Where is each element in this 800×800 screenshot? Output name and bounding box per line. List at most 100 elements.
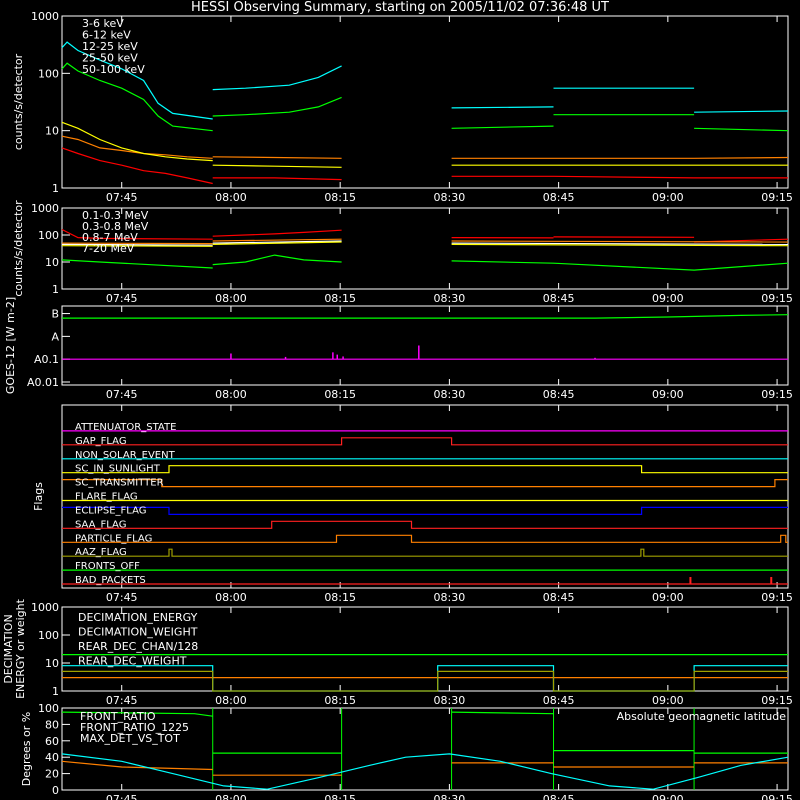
series-line bbox=[62, 670, 788, 692]
flag-label: ECLIPSE_FLAG bbox=[75, 505, 146, 516]
x-tick-label: 09:15 bbox=[761, 694, 793, 707]
panel-3-frame bbox=[61, 404, 789, 589]
y-tick-label: 100 bbox=[38, 67, 59, 80]
y-tick-label: 60 bbox=[45, 735, 59, 748]
y-tick-label: 1 bbox=[52, 182, 59, 195]
x-tick-label: 08:30 bbox=[434, 388, 466, 401]
series-line bbox=[451, 711, 554, 715]
x-tick-label: 08:15 bbox=[324, 292, 356, 305]
legend-entry: 7-20 MeV bbox=[82, 242, 135, 255]
x-tick-label: 09:15 bbox=[761, 591, 793, 604]
y-tick-label: A0.1 bbox=[34, 353, 59, 366]
x-tick-label: 09:15 bbox=[761, 191, 793, 204]
series-line bbox=[61, 41, 213, 120]
series-line bbox=[694, 110, 789, 113]
series-line bbox=[451, 242, 789, 245]
series-line bbox=[451, 125, 554, 129]
y-tick-label: A bbox=[51, 330, 59, 343]
flag-label: SC_IN_SUNLIGHT bbox=[75, 464, 161, 475]
series-line bbox=[694, 127, 789, 132]
x-tick-label: 08:45 bbox=[543, 591, 575, 604]
series-line bbox=[212, 177, 342, 181]
x-tick-label: 08:00 bbox=[215, 292, 247, 305]
x-tick-label: 08:30 bbox=[434, 591, 466, 604]
x-tick-label: 09:00 bbox=[652, 793, 684, 800]
legend-entry: MAX_DET_VS_TOT bbox=[80, 732, 180, 745]
flag-line bbox=[62, 520, 788, 529]
x-tick-label: 08:00 bbox=[215, 191, 247, 204]
x-tick-label: 08:30 bbox=[434, 292, 466, 305]
series-line bbox=[212, 164, 342, 168]
panel-0-frame bbox=[61, 15, 789, 189]
series-line bbox=[61, 62, 213, 132]
legend-entry: 6-12 keV bbox=[82, 29, 131, 42]
y-tick-label: 100 bbox=[38, 629, 59, 642]
x-tick-label: 08:45 bbox=[543, 694, 575, 707]
y-tick-label: 100 bbox=[38, 702, 59, 715]
y-axis-label: GOES-12 [W m-2] bbox=[4, 297, 17, 394]
series-line bbox=[61, 753, 789, 790]
x-tick-label: 09:15 bbox=[761, 793, 793, 800]
series-line bbox=[61, 259, 213, 269]
legend-entry: FRONT_RATIO bbox=[80, 710, 156, 723]
y-tick-label: 20 bbox=[45, 768, 59, 781]
legend-entry: 0.3-0.8 MeV bbox=[82, 220, 149, 233]
legend-entry: 25-50 keV bbox=[82, 52, 138, 65]
x-tick-label: 08:00 bbox=[215, 694, 247, 707]
x-tick-label: 08:15 bbox=[324, 388, 356, 401]
y-axis-label: ENERGY or weight bbox=[14, 598, 27, 698]
x-tick-label: 07:45 bbox=[106, 191, 138, 204]
x-tick-label: 08:15 bbox=[324, 793, 356, 800]
series-line bbox=[62, 665, 788, 692]
series-line bbox=[212, 65, 342, 91]
legend-entry: REAR_DEC_WEIGHT bbox=[78, 655, 187, 668]
legend-entry: FRONT_RATIO_1225 bbox=[80, 721, 189, 734]
legend-entry: REAR_DEC_CHAN/128 bbox=[78, 640, 198, 653]
flag-line bbox=[62, 506, 788, 516]
x-tick-label: 09:00 bbox=[652, 388, 684, 401]
flag-line bbox=[62, 534, 788, 543]
x-tick-label: 08:00 bbox=[215, 793, 247, 800]
legend-entry: DECIMATION_WEIGHT bbox=[78, 626, 198, 639]
legend-entry: DECIMATION_ENERGY bbox=[78, 611, 198, 624]
y-axis-label: DECIMATION bbox=[2, 614, 15, 683]
flag-line bbox=[62, 465, 788, 474]
x-tick-label: 08:30 bbox=[434, 191, 466, 204]
legend-entry: 3-6 keV bbox=[82, 17, 124, 30]
y-tick-label: 10 bbox=[45, 657, 59, 670]
series-line bbox=[61, 135, 213, 159]
series-line bbox=[212, 156, 342, 159]
x-tick-label: 07:45 bbox=[106, 591, 138, 604]
panel-5-frame bbox=[61, 707, 789, 791]
flag-line bbox=[62, 437, 788, 446]
legend-entry: 12-25 keV bbox=[82, 40, 138, 53]
x-tick-label: 09:15 bbox=[761, 292, 793, 305]
x-tick-label: 08:15 bbox=[324, 191, 356, 204]
flag-label: AAZ_FLAG bbox=[75, 547, 127, 558]
flag-label: ATTENUATOR_STATE bbox=[75, 422, 176, 433]
y-tick-label: 1000 bbox=[31, 10, 59, 23]
series-line bbox=[61, 760, 213, 771]
series-line bbox=[212, 240, 342, 244]
series-line bbox=[61, 711, 213, 717]
series-line bbox=[61, 147, 213, 185]
series-line bbox=[212, 96, 342, 117]
series-line bbox=[62, 314, 789, 319]
y-tick-label: 10 bbox=[45, 125, 59, 138]
y-tick-label: 1000 bbox=[31, 202, 59, 215]
legend-entry: 0.1-0.3 MeV bbox=[82, 209, 149, 222]
series-line bbox=[61, 243, 213, 246]
series-line bbox=[451, 240, 789, 243]
y-tick-label: 1000 bbox=[31, 601, 59, 614]
series-line bbox=[61, 245, 213, 247]
y-axis-label: counts/s/detector bbox=[12, 200, 25, 297]
x-tick-label: 09:00 bbox=[652, 694, 684, 707]
series-line bbox=[451, 243, 789, 247]
x-tick-label: 09:15 bbox=[761, 388, 793, 401]
plot-title: HESSI Observing Summary, starting on 200… bbox=[191, 0, 609, 15]
y-tick-label: 0 bbox=[52, 784, 59, 797]
x-tick-label: 07:45 bbox=[106, 694, 138, 707]
series-line bbox=[451, 106, 554, 109]
x-tick-label: 09:00 bbox=[652, 191, 684, 204]
